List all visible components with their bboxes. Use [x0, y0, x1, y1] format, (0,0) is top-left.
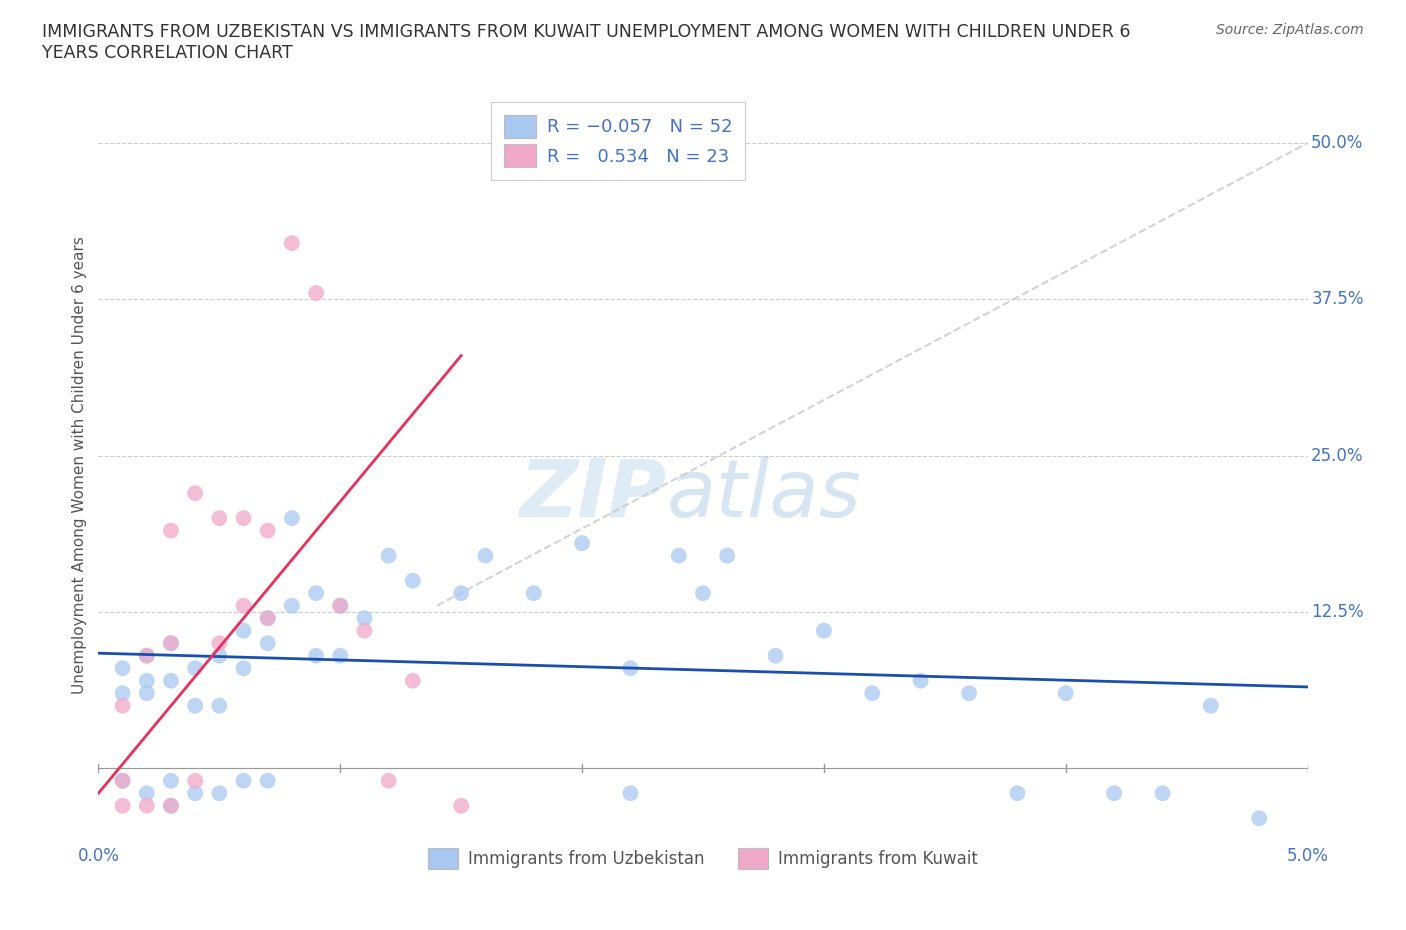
Point — [450, 798, 472, 813]
Point — [208, 698, 231, 713]
Point — [305, 586, 328, 601]
Point — [402, 573, 425, 588]
Point — [1199, 698, 1222, 713]
Point — [184, 786, 207, 801]
Text: ZIP: ZIP — [519, 456, 666, 534]
Text: Source: ZipAtlas.com: Source: ZipAtlas.com — [1216, 23, 1364, 37]
Point — [160, 636, 183, 651]
Point — [305, 648, 328, 663]
Point — [232, 773, 254, 788]
Point — [232, 511, 254, 525]
Text: IMMIGRANTS FROM UZBEKISTAN VS IMMIGRANTS FROM KUWAIT UNEMPLOYMENT AMONG WOMEN WI: IMMIGRANTS FROM UZBEKISTAN VS IMMIGRANTS… — [42, 23, 1130, 62]
Point — [813, 623, 835, 638]
Point — [160, 798, 183, 813]
Point — [256, 773, 278, 788]
Point — [184, 485, 207, 500]
Point — [256, 524, 278, 538]
Point — [111, 773, 134, 788]
Point — [910, 673, 932, 688]
Point — [184, 698, 207, 713]
Point — [135, 786, 157, 801]
Point — [208, 636, 231, 651]
Point — [1152, 786, 1174, 801]
Point — [256, 611, 278, 626]
Y-axis label: Unemployment Among Women with Children Under 6 years: Unemployment Among Women with Children U… — [72, 236, 87, 694]
Point — [1007, 786, 1029, 801]
Point — [619, 786, 641, 801]
Point — [256, 636, 278, 651]
Text: 5.0%: 5.0% — [1286, 847, 1329, 865]
Point — [135, 798, 157, 813]
Point — [111, 698, 134, 713]
Point — [1102, 786, 1125, 801]
Point — [450, 586, 472, 601]
Point — [160, 673, 183, 688]
Point — [353, 611, 375, 626]
Point — [474, 548, 496, 563]
Legend: Immigrants from Uzbekistan, Immigrants from Kuwait: Immigrants from Uzbekistan, Immigrants f… — [416, 836, 990, 881]
Point — [692, 586, 714, 601]
Point — [208, 511, 231, 525]
Point — [184, 660, 207, 675]
Point — [160, 636, 183, 651]
Point — [305, 286, 328, 300]
Point — [1249, 811, 1271, 826]
Point — [135, 673, 157, 688]
Point — [184, 773, 207, 788]
Point — [402, 673, 425, 688]
Point — [232, 598, 254, 613]
Point — [111, 798, 134, 813]
Point — [957, 685, 980, 700]
Point — [619, 660, 641, 675]
Point — [160, 798, 183, 813]
Point — [329, 648, 352, 663]
Text: atlas: atlas — [666, 456, 862, 534]
Text: 50.0%: 50.0% — [1312, 134, 1364, 152]
Text: 25.0%: 25.0% — [1312, 446, 1364, 465]
Point — [523, 586, 546, 601]
Point — [135, 685, 157, 700]
Point — [1054, 685, 1077, 700]
Point — [377, 548, 399, 563]
Point — [377, 773, 399, 788]
Text: 12.5%: 12.5% — [1312, 603, 1364, 621]
Point — [232, 660, 254, 675]
Point — [160, 524, 183, 538]
Point — [860, 685, 883, 700]
Point — [329, 598, 352, 613]
Point — [111, 773, 134, 788]
Point — [765, 648, 787, 663]
Point — [208, 786, 231, 801]
Point — [329, 598, 352, 613]
Text: 0.0%: 0.0% — [77, 847, 120, 865]
Point — [256, 611, 278, 626]
Point — [668, 548, 690, 563]
Point — [135, 648, 157, 663]
Point — [281, 235, 304, 250]
Point — [281, 598, 304, 613]
Point — [208, 648, 231, 663]
Point — [353, 623, 375, 638]
Point — [571, 536, 593, 551]
Point — [135, 648, 157, 663]
Point — [232, 623, 254, 638]
Point — [111, 685, 134, 700]
Text: 37.5%: 37.5% — [1312, 290, 1364, 309]
Point — [716, 548, 738, 563]
Point — [111, 660, 134, 675]
Point — [281, 511, 304, 525]
Point — [160, 773, 183, 788]
